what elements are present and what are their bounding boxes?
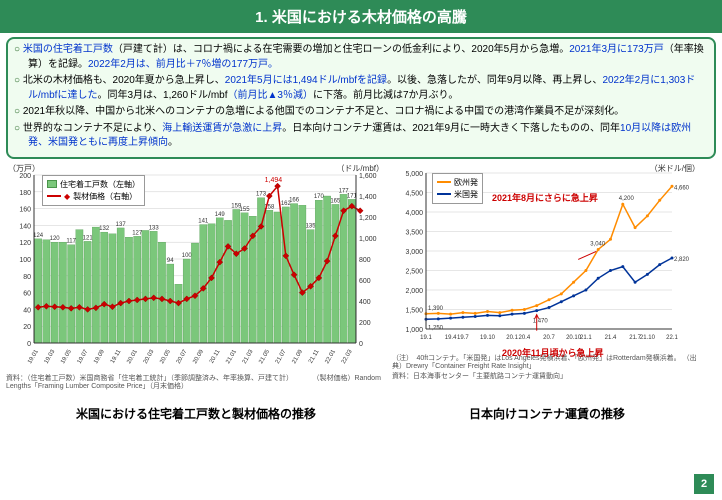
svg-text:21.10: 21.10 [640, 335, 656, 341]
svg-text:22.01: 22.01 [324, 348, 337, 365]
svg-text:180: 180 [19, 189, 31, 196]
svg-text:22.1: 22.1 [666, 335, 678, 341]
svg-text:19.7: 19.7 [457, 335, 469, 341]
svg-text:20.07: 20.07 [176, 348, 189, 365]
svg-text:20.09: 20.09 [192, 348, 205, 365]
svg-text:19.07: 19.07 [77, 348, 90, 365]
svg-text:2,820: 2,820 [674, 257, 690, 263]
summary-bullet: 北米の木材価格も、2020年夏から急上昇し、2021年5月には1,494ドル/m… [14, 74, 708, 103]
svg-text:80: 80 [23, 273, 31, 280]
chart2-title: 日本向けコンテナ運賃の推移 [392, 405, 702, 422]
svg-text:166: 166 [289, 197, 300, 203]
svg-text:21.03: 21.03 [242, 348, 255, 365]
svg-text:1,494: 1,494 [265, 177, 283, 184]
svg-text:133: 133 [149, 225, 160, 231]
svg-text:1,500: 1,500 [405, 307, 423, 314]
summary-bullet: 世界的なコンテナ不足により、海上輸送運賃が急激に上昇。日本向けコンテナ運賃は、2… [14, 122, 708, 151]
svg-text:19.05: 19.05 [60, 348, 73, 365]
summary-box: 米国の住宅着工戸数（戸建て計）は、コロナ禍による在宅需要の増加と住宅ローンの低金… [6, 37, 716, 159]
svg-text:100: 100 [182, 253, 193, 259]
svg-text:20.7: 20.7 [543, 335, 555, 341]
svg-text:200: 200 [19, 173, 31, 180]
svg-text:21.4: 21.4 [605, 335, 617, 341]
svg-text:155: 155 [240, 206, 251, 212]
page-header: 1. 米国における木材価格の高騰 [0, 0, 722, 33]
svg-text:1,400: 1,400 [359, 194, 377, 201]
svg-text:137: 137 [116, 221, 127, 227]
svg-text:132: 132 [99, 226, 110, 232]
summary-bullet: 2021年秋以降、中国から北米へのコンテナの急増による他国でのコンテナ不足と、コ… [14, 105, 708, 120]
svg-text:94: 94 [167, 258, 174, 264]
svg-text:20.1: 20.1 [506, 335, 518, 341]
svg-text:2,000: 2,000 [405, 288, 423, 295]
svg-text:170: 170 [314, 194, 325, 200]
svg-text:121: 121 [83, 235, 94, 241]
svg-text:3,000: 3,000 [405, 249, 423, 256]
svg-text:19.11: 19.11 [110, 348, 123, 364]
svg-text:0: 0 [359, 341, 363, 348]
svg-text:2,500: 2,500 [405, 268, 423, 275]
svg-text:20.01: 20.01 [126, 348, 139, 365]
svg-text:1,000: 1,000 [359, 236, 377, 243]
svg-text:1,390: 1,390 [428, 305, 444, 311]
svg-text:1,000: 1,000 [405, 327, 423, 334]
svg-text:120: 120 [50, 236, 61, 242]
svg-text:800: 800 [359, 257, 371, 264]
svg-text:40: 40 [23, 307, 31, 314]
svg-text:20.05: 20.05 [159, 348, 172, 365]
svg-text:4,200: 4,200 [619, 196, 635, 202]
svg-text:21.05: 21.05 [258, 348, 271, 365]
svg-text:135: 135 [306, 223, 317, 229]
svg-text:160: 160 [19, 206, 31, 213]
svg-text:149: 149 [215, 211, 226, 217]
page-number: 2 [694, 474, 714, 494]
svg-text:20: 20 [23, 324, 31, 331]
chart2-source: 資料：日本海事センター「主要航路コンテナ運賃動向」 [392, 373, 702, 381]
svg-text:1,200: 1,200 [359, 215, 377, 222]
svg-text:127: 127 [132, 230, 143, 236]
svg-text:200: 200 [359, 320, 371, 327]
svg-text:117: 117 [66, 238, 76, 244]
svg-text:0: 0 [27, 341, 31, 348]
svg-text:21.01: 21.01 [225, 348, 238, 365]
svg-text:165: 165 [330, 198, 341, 204]
svg-text:173: 173 [256, 191, 267, 197]
svg-text:5,000: 5,000 [405, 171, 423, 178]
svg-text:19.1: 19.1 [420, 335, 432, 341]
svg-text:21.07: 21.07 [275, 348, 288, 365]
svg-text:3,500: 3,500 [405, 229, 423, 236]
svg-text:100: 100 [19, 257, 31, 264]
chart-housing-lumber: （万戸） （ドル/mbf） 住宅着工戸数（左軸） ◆製材価格（右軸） 02040… [6, 163, 386, 403]
summary-bullet: 米国の住宅着工戸数（戸建て計）は、コロナ禍による在宅需要の増加と住宅ローンの低金… [14, 43, 708, 72]
svg-text:60: 60 [23, 290, 31, 297]
svg-text:400: 400 [359, 299, 371, 306]
svg-text:21.11: 21.11 [308, 348, 321, 364]
svg-text:20.03: 20.03 [143, 348, 156, 365]
chart-container-freight: （米ドル/個） 欧州発 米国発 2021年8月にさらに急上昇 2020年11月頃… [392, 163, 702, 403]
chart1-title: 米国における住宅着工戸数と製材価格の推移 [6, 405, 386, 422]
svg-text:19.09: 19.09 [93, 348, 106, 365]
svg-text:19.4: 19.4 [445, 335, 457, 341]
svg-text:21.1: 21.1 [580, 335, 592, 341]
svg-text:4,000: 4,000 [405, 210, 423, 217]
svg-text:1,250: 1,250 [428, 325, 444, 331]
svg-text:20.11: 20.11 [209, 348, 222, 364]
svg-text:20.4: 20.4 [519, 335, 531, 341]
svg-text:19.03: 19.03 [44, 348, 57, 365]
svg-text:140: 140 [19, 223, 31, 230]
svg-text:120: 120 [19, 240, 31, 247]
svg-text:19.10: 19.10 [480, 335, 496, 341]
svg-text:1,470: 1,470 [533, 318, 549, 324]
svg-text:1,600: 1,600 [359, 173, 377, 180]
svg-text:600: 600 [359, 278, 371, 285]
svg-text:22.03: 22.03 [341, 348, 354, 365]
svg-text:3,040: 3,040 [590, 241, 606, 247]
svg-text:124: 124 [33, 232, 44, 238]
svg-text:141: 141 [198, 218, 209, 224]
svg-text:21.09: 21.09 [291, 348, 304, 365]
svg-text:4,660: 4,660 [674, 185, 690, 191]
chart1-source: 資料：（住宅着工戸数）米国商務省「住宅着工統計」（季節調整済み、年率換算、戸建て… [6, 375, 386, 392]
svg-text:4,500: 4,500 [405, 190, 423, 197]
svg-text:19.01: 19.01 [27, 348, 40, 365]
